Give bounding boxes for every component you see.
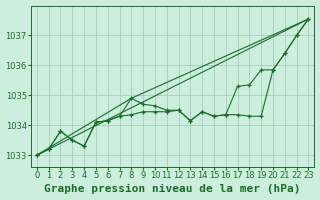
X-axis label: Graphe pression niveau de la mer (hPa): Graphe pression niveau de la mer (hPa)	[44, 184, 301, 194]
